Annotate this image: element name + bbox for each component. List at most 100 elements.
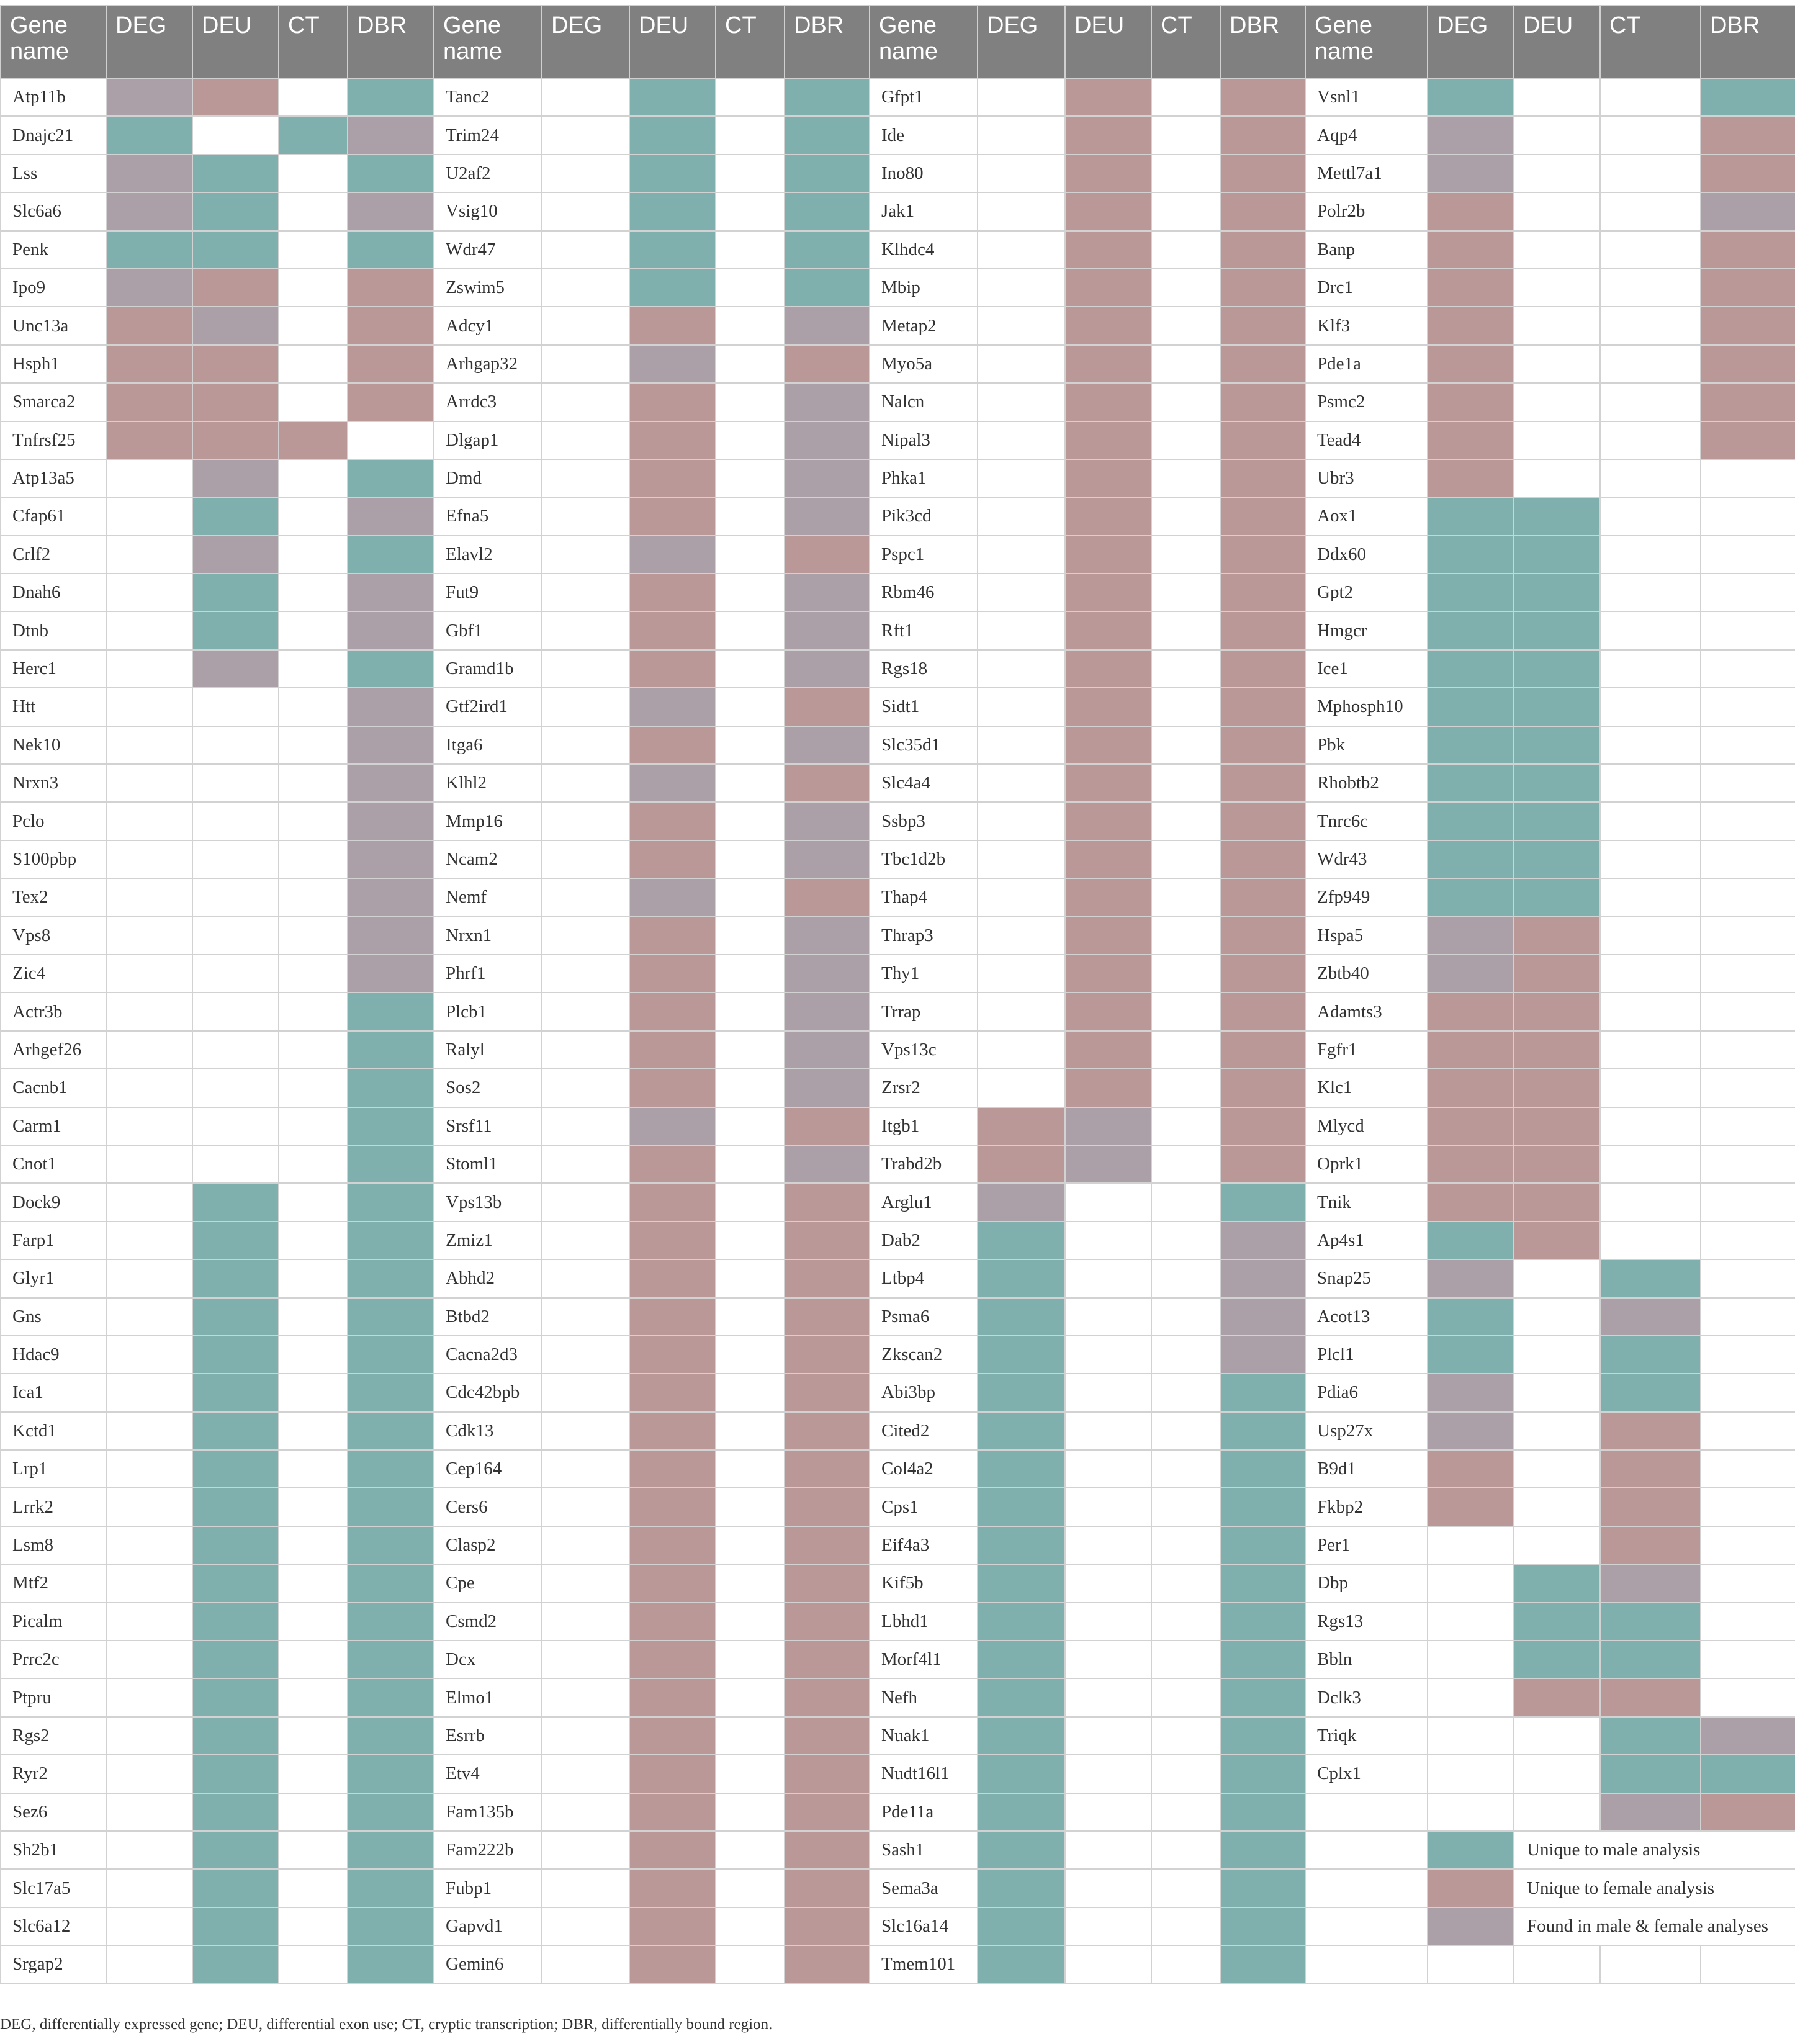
cell xyxy=(347,1411,434,1451)
cell xyxy=(278,1030,348,1070)
row: Herc1 Gramd1b Rgs18 Ice1 xyxy=(0,649,1795,689)
cell xyxy=(784,1449,870,1489)
row: Ptpru Elmo1 Nefh Dclk3 xyxy=(0,1678,1795,1718)
cell xyxy=(784,1792,870,1832)
cell xyxy=(278,1830,348,1870)
gene-name: Abi3bp xyxy=(869,1373,978,1413)
cell xyxy=(715,953,785,994)
cell xyxy=(1220,458,1306,498)
row: Tnfrsf25 Dlgap1 Nipal3 Tead4 xyxy=(0,420,1795,460)
cell xyxy=(106,1906,193,1947)
gene-name xyxy=(1305,1792,1428,1832)
cell xyxy=(192,1525,279,1565)
cell xyxy=(1064,1030,1152,1070)
cell xyxy=(784,1411,870,1451)
cell xyxy=(1151,306,1221,346)
cell xyxy=(541,916,630,955)
cell xyxy=(192,1601,279,1642)
gene-name: Trrap xyxy=(869,992,978,1032)
gene-name: Lrp1 xyxy=(0,1449,107,1489)
cell xyxy=(541,1449,630,1489)
cell xyxy=(784,1106,870,1146)
cell xyxy=(784,1182,870,1222)
cell xyxy=(1220,1068,1306,1108)
gene-name: Penk xyxy=(0,230,107,269)
cell xyxy=(629,1906,716,1947)
row: Tex2 Nemf Thap4 Zfp949 xyxy=(0,878,1795,917)
cell xyxy=(1151,1449,1221,1489)
cell xyxy=(1064,1182,1152,1222)
gene-name: Aox1 xyxy=(1305,497,1428,536)
cell xyxy=(1513,1411,1601,1451)
cell xyxy=(192,268,279,308)
cell xyxy=(715,1144,785,1184)
cell xyxy=(1700,420,1795,460)
gene-name: Glyr1 xyxy=(0,1259,107,1299)
cell xyxy=(1599,1640,1701,1680)
cell xyxy=(715,1525,785,1565)
gene-name: Tnik xyxy=(1305,1182,1428,1222)
cell xyxy=(715,1601,785,1642)
cell xyxy=(715,1640,785,1680)
cell xyxy=(784,192,870,232)
cell xyxy=(629,1868,716,1908)
gene-name: Arhgef26 xyxy=(0,1030,107,1070)
cell xyxy=(715,1564,785,1603)
cell xyxy=(1151,992,1221,1032)
cell xyxy=(106,878,193,917)
cell xyxy=(715,115,785,155)
row: Lrp1 Cep164 Col4a2 B9d1 xyxy=(0,1449,1795,1489)
cell xyxy=(784,306,870,346)
cell xyxy=(106,1220,193,1261)
row: Slc6a6 Vsig10 Jak1 Polr2b xyxy=(0,192,1795,232)
gene-name: Clasp2 xyxy=(433,1525,542,1565)
cell xyxy=(106,1030,193,1070)
cell xyxy=(977,1449,1066,1489)
gene-name: Phka1 xyxy=(869,458,978,498)
gene-name: Zswim5 xyxy=(433,268,542,308)
cell xyxy=(1151,77,1221,117)
gene-name: Cdk13 xyxy=(433,1411,542,1451)
cell xyxy=(1220,687,1306,727)
gene-name: Hsph1 xyxy=(0,344,107,384)
cell xyxy=(347,1259,434,1299)
column-header: DBR xyxy=(1220,5,1306,79)
cell xyxy=(715,344,785,384)
cell xyxy=(192,1335,279,1375)
cell xyxy=(1700,153,1795,194)
gene-name: Pspc1 xyxy=(869,534,978,575)
gene-name: Sh2b1 xyxy=(0,1830,107,1870)
cell xyxy=(278,1945,348,1984)
row: Actr3b Plcb1 Trrap Adamts3 xyxy=(0,992,1795,1032)
gene-name: Crlf2 xyxy=(0,534,107,575)
row: Glyr1 Abhd2 Ltbp4 Snap25 xyxy=(0,1259,1795,1299)
cell xyxy=(347,458,434,498)
gene-name: Usp27x xyxy=(1305,1411,1428,1451)
cell xyxy=(1513,1259,1601,1299)
cell xyxy=(715,1220,785,1261)
cell xyxy=(278,306,348,346)
cell xyxy=(1151,1106,1221,1146)
row: Cacnb1 Sos2 Zrsr2 Klc1 xyxy=(0,1068,1795,1108)
cell xyxy=(1064,953,1152,994)
gene-name: Dbp xyxy=(1305,1564,1428,1603)
cell xyxy=(1427,1297,1514,1336)
row: Htt Gtf2ird1 Sidt1 Mphosph10 xyxy=(0,687,1795,727)
cell xyxy=(1599,1601,1701,1642)
cell xyxy=(1151,420,1221,460)
row: Dtnb Gbf1 Rft1 Hmgcr xyxy=(0,611,1795,651)
gene-name: Csmd2 xyxy=(433,1601,542,1642)
cell xyxy=(106,1868,193,1908)
cell xyxy=(1599,649,1701,689)
cell xyxy=(1599,1487,1701,1527)
cell xyxy=(106,1144,193,1184)
cell xyxy=(1064,1449,1152,1489)
cell xyxy=(106,534,193,575)
cell xyxy=(347,992,434,1032)
cell xyxy=(278,1068,348,1108)
cell xyxy=(1427,1678,1514,1718)
cell xyxy=(347,725,434,765)
gene-name: Atp11b xyxy=(0,77,107,117)
cell xyxy=(715,878,785,917)
gene-name: Oprk1 xyxy=(1305,1144,1428,1184)
